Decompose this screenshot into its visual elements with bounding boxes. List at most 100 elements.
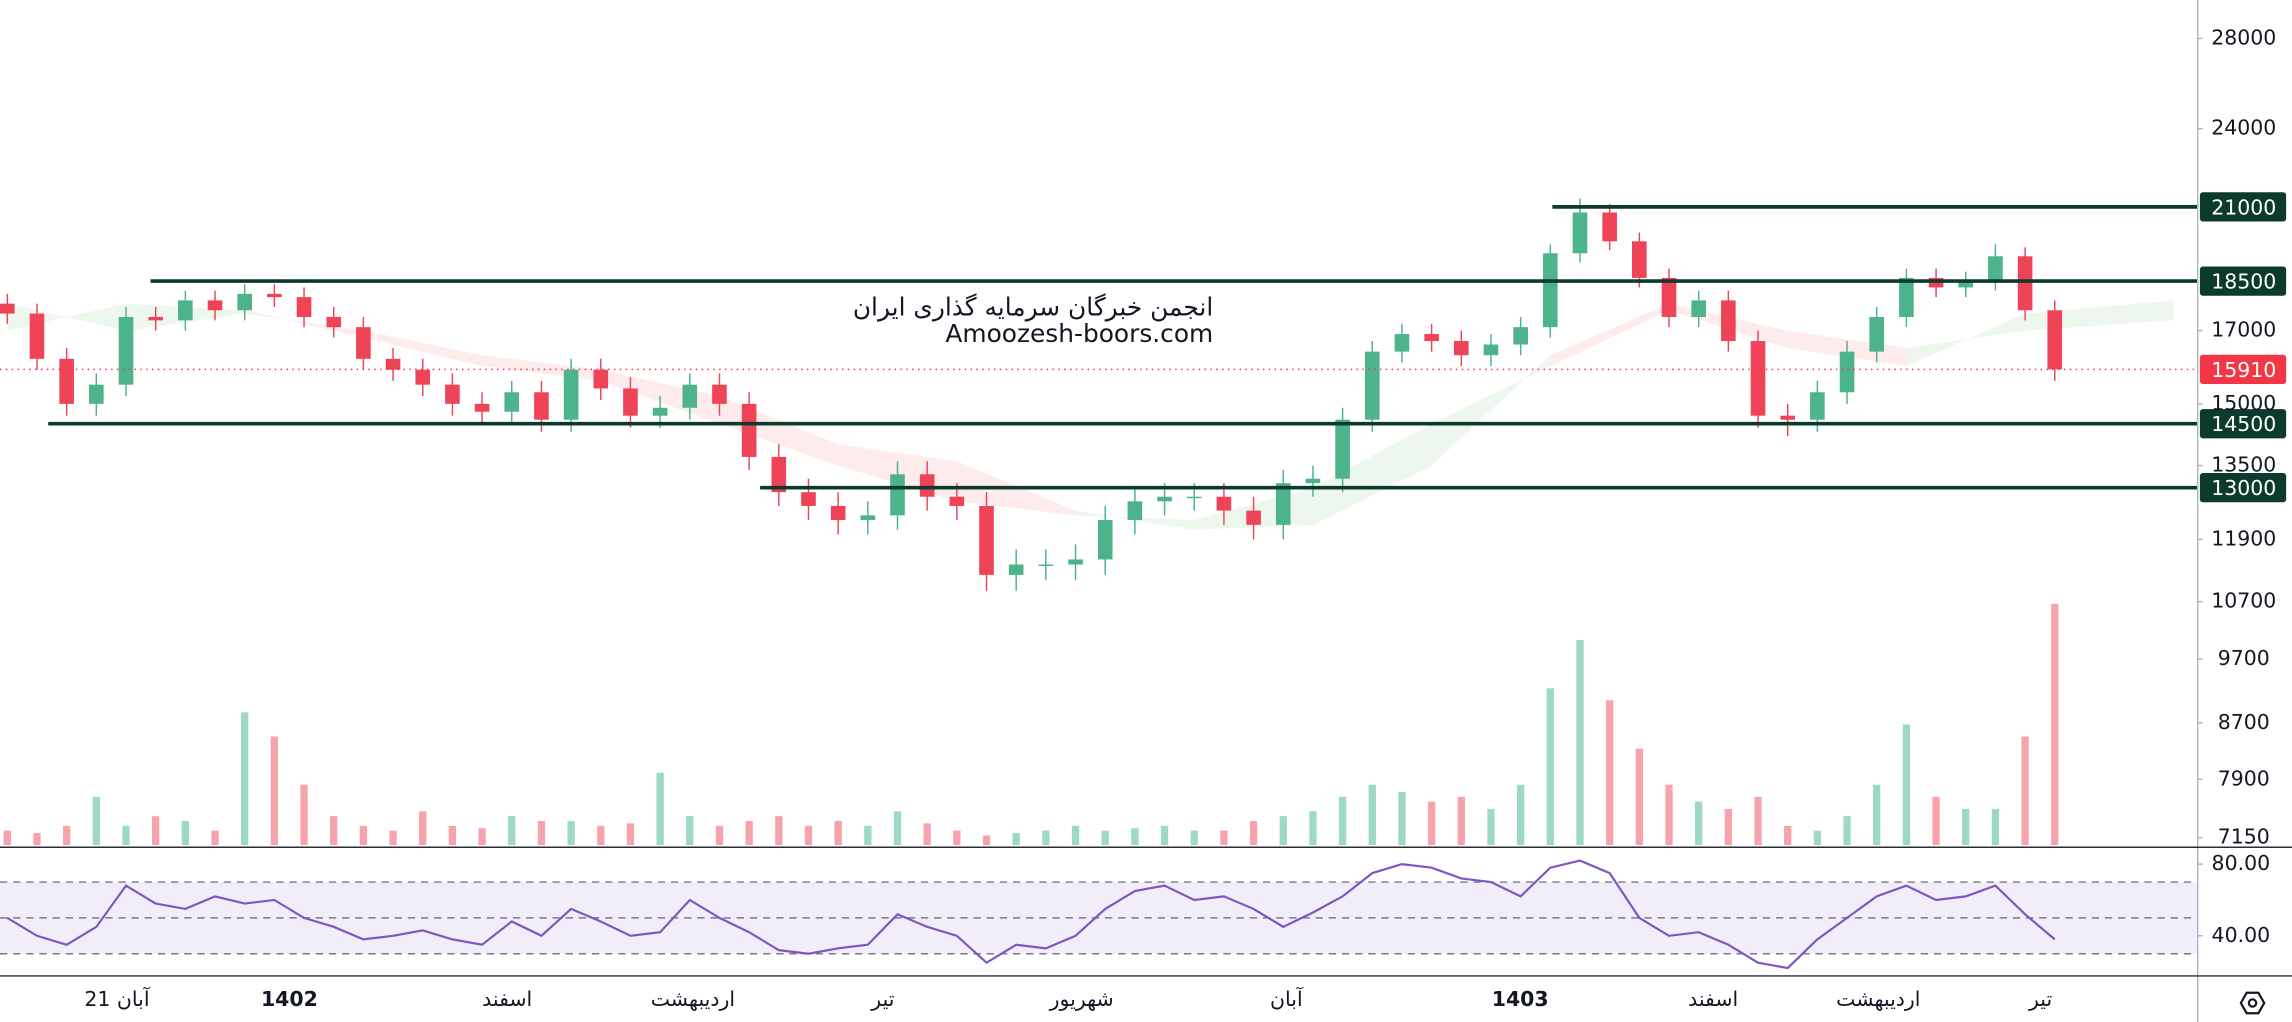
volume-bar: [893, 811, 902, 846]
volume-bar: [1962, 808, 1970, 846]
y-tick-label: 17000: [2211, 318, 2276, 342]
candle-body: [1068, 559, 1083, 565]
candle-body: [1038, 564, 1054, 567]
candle-body: [296, 297, 312, 317]
candle-body: [2047, 310, 2063, 370]
cloud-segment: [363, 330, 483, 367]
candle-body: [1543, 253, 1558, 328]
volume-bar: [537, 820, 546, 846]
volume-bar: [1012, 833, 1020, 846]
candle-body: [1958, 281, 1974, 288]
candle-body: [830, 505, 846, 521]
volume-bar: [1754, 796, 1762, 846]
y-tick-label: 15000: [2211, 391, 2276, 415]
cloud-segment: [1906, 313, 2026, 367]
y-tick-label: 7900: [2218, 766, 2270, 790]
candle-body: [1988, 256, 2003, 282]
candle-body: [1483, 344, 1499, 356]
volume-bar: [211, 830, 219, 846]
candle-body: [1691, 300, 1706, 317]
cloud-segment: [244, 310, 364, 338]
candle-body: [89, 384, 104, 404]
volume-bar: [1932, 796, 1940, 846]
volume-bar: [359, 825, 368, 846]
candle-body: [29, 313, 45, 359]
candle-body: [1424, 334, 1439, 342]
rsi-tick-label: 40.00: [2212, 923, 2271, 947]
volume-bar: [775, 816, 783, 846]
candle-body: [860, 515, 876, 521]
x-tick-label: اردیبهشت: [651, 987, 735, 1011]
y-tick-label: 24000: [2211, 116, 2276, 140]
settings-icon[interactable]: [2239, 991, 2266, 1015]
candle-body: [1157, 496, 1172, 502]
volume-bar: [63, 825, 71, 846]
volume-bar: [804, 825, 813, 846]
candle-body: [1335, 419, 1350, 479]
candle-body: [1216, 496, 1232, 511]
volume-bar: [1576, 640, 1584, 846]
candles: [0, 198, 2063, 591]
volume-bar: [953, 830, 961, 846]
volume-bar: [1843, 816, 1851, 846]
volume-pane: [3, 603, 2059, 846]
candle-body: [1780, 415, 1796, 420]
candle-body: [712, 384, 727, 404]
last-price-box: [2199, 354, 2287, 385]
volume-bar: [834, 820, 842, 846]
rsi-line: [6, 859, 2056, 970]
candle-body: [1632, 241, 1647, 278]
candle-body: [1186, 496, 1202, 499]
candle-body: [178, 300, 193, 321]
volume-bar: [1902, 724, 1911, 846]
volume-bar: [864, 825, 872, 846]
candle-body: [534, 392, 549, 420]
x-tick-label: 21 آبان: [84, 986, 150, 1011]
price-axis: 28000 24000 17000 15000 13500 11900 10700 9700 8…: [2196, 25, 2276, 849]
candle-body: [59, 358, 74, 404]
level-label: 18500: [2211, 270, 2276, 294]
candle-body: [326, 316, 342, 328]
candle-body: [445, 384, 460, 404]
candle-body: [1453, 341, 1469, 356]
candle-body: [949, 496, 965, 506]
x-tick-label: تیر: [2028, 987, 2052, 1011]
rsi-pane: 80.00 40.00: [0, 851, 2271, 970]
volume-bar: [1457, 796, 1465, 846]
volume-bar: [923, 823, 931, 846]
volume-bar: [448, 825, 457, 846]
volume-bar: [1427, 801, 1436, 846]
volume-bar: [745, 820, 753, 846]
candle-body: [1899, 277, 1914, 317]
x-tick-label: تیر: [870, 987, 894, 1011]
candle-body: [741, 403, 757, 457]
volume-bar: [1160, 825, 1169, 846]
volume-bar: [1338, 796, 1347, 846]
volume-bar: [656, 772, 664, 846]
candle-body: [593, 369, 609, 389]
volume-bar: [241, 712, 249, 846]
candle-body: [267, 293, 282, 298]
candle-body: [1839, 351, 1855, 393]
watermark-subtitle: Amoozesh-boors.com: [945, 319, 1213, 348]
y-tick-label: 8700: [2218, 710, 2270, 734]
candle-body: [919, 474, 935, 497]
watermark-title: انجمن خبرگان سرمایه گذاری ایران: [853, 292, 1213, 321]
candle-body: [1127, 501, 1143, 521]
volume-bar: [1695, 801, 1703, 846]
candle-body: [890, 474, 905, 516]
volume-bar: [1606, 700, 1614, 846]
y-tick-label: 9700: [2218, 646, 2270, 670]
candle-body: [1008, 564, 1024, 575]
volume-bar: [686, 816, 694, 846]
volume-bar: [389, 830, 397, 846]
volume-bar: [1131, 828, 1139, 846]
candle-body: [1394, 334, 1410, 352]
volume-bar: [1220, 830, 1228, 846]
volume-bar: [1487, 808, 1495, 846]
volume-bar: [181, 820, 190, 846]
candle-body: [118, 316, 134, 385]
candle-body: [682, 384, 698, 408]
level-label: 13000: [2211, 476, 2276, 500]
y-tick-label: 7150: [2218, 825, 2270, 849]
